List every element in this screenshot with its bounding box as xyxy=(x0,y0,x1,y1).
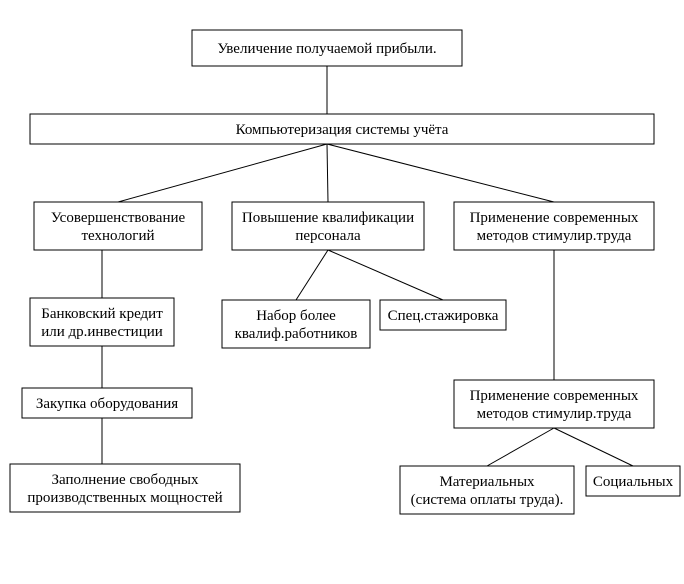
node-hire: Набор более квалиф.работников xyxy=(222,300,370,348)
node-fill: Заполнение свободных производственных мощ… xyxy=(10,464,240,512)
edge-stim2-mat xyxy=(487,428,554,466)
node-stim-label-line-0: Применение современных xyxy=(470,210,639,226)
node-mat: Материальных (система оплаты труда). xyxy=(400,466,574,514)
node-stim2: Применение современных методов стимулир.т… xyxy=(454,380,654,428)
node-qual-label-line-1: персонала xyxy=(295,228,361,244)
node-mat-label-line-0: Материальных xyxy=(439,474,535,490)
node-stim: Применение современных методов стимулир.т… xyxy=(454,202,654,250)
node-tech-label-line-0: Усовершенствование xyxy=(51,210,186,226)
node-fill-label-line-0: Заполнение свободных xyxy=(51,472,199,488)
edge-stim2-soc xyxy=(554,428,633,466)
node-stim-label-line-1: методов стимулир.труда xyxy=(477,228,632,244)
edge-qual-hire xyxy=(296,250,328,300)
node-comp-label-line-0: Компьютеризация системы учёта xyxy=(236,122,449,138)
node-hire-label-line-1: квалиф.работников xyxy=(235,326,358,342)
node-bank-label-line-1: или др.инвестиции xyxy=(41,324,163,340)
edge-comp-stim xyxy=(327,144,554,202)
node-buy: Закупка оборудования xyxy=(22,388,192,418)
node-tech-label-line-1: технологий xyxy=(81,228,154,244)
flowchart-canvas: Увеличение получаемой прибыли. Компьютери… xyxy=(0,0,684,584)
node-soc-label-line-0: Социальных xyxy=(593,474,674,490)
node-bank: Банковский кредит или др.инвестиции xyxy=(30,298,174,346)
node-qual: Повышение квалификации персонала xyxy=(232,202,424,250)
node-root: Увеличение получаемой прибыли. xyxy=(192,30,462,66)
node-bank-label-line-0: Банковский кредит xyxy=(41,306,163,322)
node-stim2-label-line-0: Применение современных xyxy=(470,388,639,404)
node-mat-label-line-1: (система оплаты труда). xyxy=(411,492,564,508)
edge-qual-intern xyxy=(328,250,443,300)
node-comp: Компьютеризация системы учёта xyxy=(30,114,654,144)
edge-comp-tech xyxy=(118,144,327,202)
node-intern: Спец.стажировка xyxy=(380,300,506,330)
node-intern-label-line-0: Спец.стажировка xyxy=(388,308,499,324)
node-soc: Социальных xyxy=(586,466,680,496)
node-fill-label-line-1: производственных мощностей xyxy=(27,490,222,506)
node-root-label-line-0: Увеличение получаемой прибыли. xyxy=(217,41,436,57)
node-stim2-label-line-1: методов стимулир.труда xyxy=(477,406,632,422)
node-tech: Усовершенствование технологий xyxy=(34,202,202,250)
node-qual-label-line-0: Повышение квалификации xyxy=(242,210,414,226)
edge-comp-qual xyxy=(327,144,328,202)
nodes-layer: Увеличение получаемой прибыли. Компьютери… xyxy=(10,30,680,514)
node-buy-label-line-0: Закупка оборудования xyxy=(36,396,178,412)
node-hire-label-line-0: Набор более xyxy=(256,308,336,324)
